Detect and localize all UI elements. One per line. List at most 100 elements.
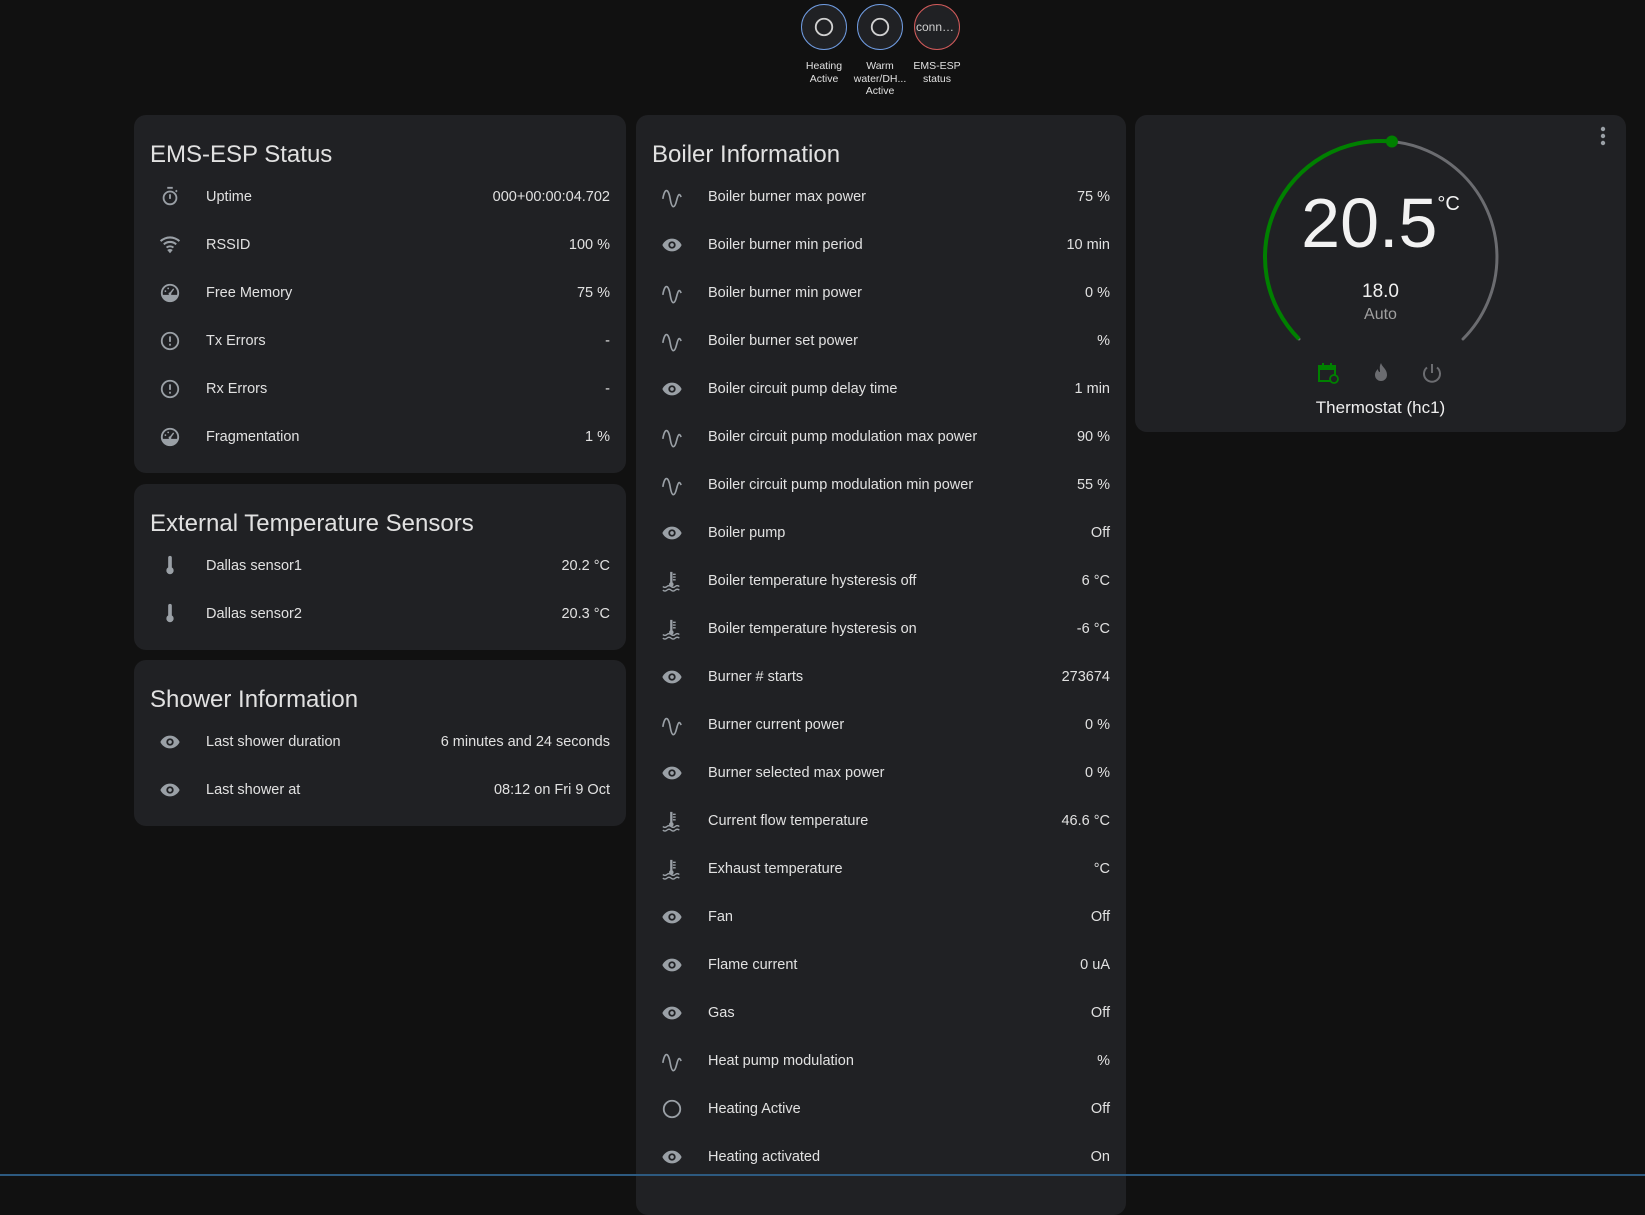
entity-value: 20.3 °C	[561, 606, 610, 622]
entity-value: Off	[1090, 1101, 1110, 1117]
menu-dots-icon[interactable]	[1597, 125, 1609, 149]
entity-row[interactable]: Boiler pump Off	[652, 509, 1110, 557]
circle-outline-icon	[870, 17, 890, 37]
entity-name: Last shower at	[206, 782, 301, 798]
entity-value: 75 %	[576, 285, 610, 301]
entity-value: Off	[1090, 909, 1110, 925]
entity-name: Boiler circuit pump modulation max power	[708, 429, 978, 445]
entity-row[interactable]: Current flow temperature 46.6 °C	[652, 797, 1110, 845]
entity-value: 6 minutes and 24 seconds	[440, 734, 610, 750]
entity-value: Off	[1090, 525, 1110, 541]
badge-ring	[857, 4, 903, 50]
sine-icon	[652, 281, 692, 305]
entity-row[interactable]: Boiler temperature hysteresis off 6 °C	[652, 557, 1110, 605]
entity-row[interactable]: Boiler circuit pump delay time 1 min	[652, 365, 1110, 413]
thermometer-icon	[150, 602, 190, 626]
eye-icon	[150, 778, 190, 802]
mode-auto-button[interactable]	[1316, 361, 1340, 385]
entity-row[interactable]: Dallas sensor1 20.2 °C	[150, 542, 610, 590]
alert-icon	[150, 377, 190, 401]
entity-name: Dallas sensor1	[206, 558, 302, 574]
badge-warm-water-active[interactable]: Warm water/DH... Active	[850, 4, 910, 98]
entity-row[interactable]: Dallas sensor2 20.3 °C	[150, 590, 610, 638]
entity-row[interactable]: Boiler burner max power 75 %	[652, 173, 1110, 221]
entity-row[interactable]: RSSID 100 %	[150, 221, 610, 269]
thermostat-card[interactable]: 20.5°C 18.0 Auto Thermostat (hc1)	[1135, 115, 1626, 432]
current-temperature-value: 20.5	[1301, 184, 1438, 262]
shower-information-card: Shower Information Last shower duration 6…	[134, 660, 626, 826]
entity-row[interactable]: Free Memory 75 %	[150, 269, 610, 317]
sine-icon	[652, 185, 692, 209]
entity-name: Fragmentation	[206, 429, 300, 445]
entity-name: Burner current power	[708, 717, 845, 733]
entity-name: Boiler temperature hysteresis off	[708, 573, 917, 589]
entity-name: Free Memory	[206, 285, 293, 301]
eye-icon	[150, 730, 190, 754]
eye-icon	[652, 1145, 692, 1169]
entity-name: Boiler burner min period	[708, 237, 863, 253]
entity-name: Last shower duration	[206, 734, 341, 750]
eye-icon	[652, 1001, 692, 1025]
entity-row[interactable]: Boiler circuit pump modulation min power…	[652, 461, 1110, 509]
entity-value: 6 °C	[1081, 573, 1110, 589]
entity-name: Heating Active	[708, 1101, 801, 1117]
entity-row[interactable]: Last shower at 08:12 on Fri 9 Oct	[150, 766, 610, 814]
entity-row[interactable]: Tx Errors -	[150, 317, 610, 365]
entity-name: Boiler circuit pump delay time	[708, 381, 898, 397]
eye-icon	[652, 905, 692, 929]
gauge-target-handle	[1385, 135, 1398, 148]
entity-row[interactable]: Uptime 000+00:00:04.702	[150, 173, 610, 221]
entity-value: -	[605, 381, 610, 397]
entity-row[interactable]: Flame current 0 uA	[652, 941, 1110, 989]
entity-value: -6 °C	[1076, 621, 1110, 637]
entity-row[interactable]: Heating Active Off	[652, 1085, 1110, 1133]
entity-name: Dallas sensor2	[206, 606, 302, 622]
badge-label: EMS-ESP status	[913, 60, 961, 85]
badge-ems-esp-status[interactable]: conne... EMS-ESP status	[907, 4, 967, 85]
entity-row[interactable]: Burner selected max power 0 %	[652, 749, 1110, 797]
sine-icon	[652, 425, 692, 449]
entity-value: 1 %	[585, 429, 610, 445]
entity-value: %	[1097, 333, 1110, 349]
water-thermometer-icon	[652, 809, 692, 833]
entity-row[interactable]: Boiler burner min power 0 %	[652, 269, 1110, 317]
fire-icon	[1375, 363, 1387, 381]
entity-row[interactable]: Burner # starts 273674	[652, 653, 1110, 701]
entity-row[interactable]: Boiler burner set power%	[652, 317, 1110, 365]
entity-row[interactable]: Gas Off	[652, 989, 1110, 1037]
mode-heat-button[interactable]	[1369, 361, 1393, 385]
wifi-icon	[150, 233, 190, 257]
entity-row[interactable]: Boiler temperature hysteresis on -6 °C	[652, 605, 1110, 653]
entity-name: Current flow temperature	[708, 813, 869, 829]
entity-name: Boiler burner set power	[708, 333, 858, 349]
badge-heating-active[interactable]: Heating Active	[794, 4, 854, 85]
entity-value: 20.2 °C	[561, 558, 610, 574]
thermostat-gauge[interactable]	[1135, 115, 1626, 432]
entity-row[interactable]: Fan Off	[652, 893, 1110, 941]
entity-row[interactable]: Fragmentation 1 %	[150, 413, 610, 461]
water-thermometer-icon	[652, 857, 692, 881]
card-title: External Temperature Sensors	[150, 510, 474, 537]
entity-name: Exhaust temperature	[708, 861, 843, 877]
thermometer-icon	[150, 554, 190, 578]
entity-row[interactable]: Burner current power 0 %	[652, 701, 1110, 749]
entity-row[interactable]: Heat pump modulation%	[652, 1037, 1110, 1085]
target-temperature[interactable]: 18.0	[1362, 281, 1399, 302]
entity-row[interactable]: Boiler burner min period 10 min	[652, 221, 1110, 269]
mode-off-button[interactable]	[1420, 361, 1444, 385]
entity-row[interactable]: Rx Errors -	[150, 365, 610, 413]
entity-row[interactable]: Last shower duration 6 minutes and 24 sec…	[150, 718, 610, 766]
entity-name: Rx Errors	[206, 381, 268, 397]
entity-value: 100 %	[568, 237, 610, 253]
entity-row[interactable]: Heating activated On	[652, 1133, 1110, 1181]
entity-value: %	[1097, 1053, 1110, 1069]
entity-value: 1 min	[1074, 381, 1110, 397]
calendar-sync-icon	[1318, 363, 1339, 384]
entity-row[interactable]: Exhaust temperature °C	[652, 845, 1110, 893]
entity-row[interactable]: Boiler circuit pump modulation max power…	[652, 413, 1110, 461]
water-thermometer-icon	[652, 617, 692, 641]
current-temperature: 20.5°C	[1135, 183, 1626, 263]
entity-value: -	[605, 333, 610, 349]
entity-value: 10 min	[1066, 237, 1110, 253]
entity-name: Boiler temperature hysteresis on	[708, 621, 917, 637]
